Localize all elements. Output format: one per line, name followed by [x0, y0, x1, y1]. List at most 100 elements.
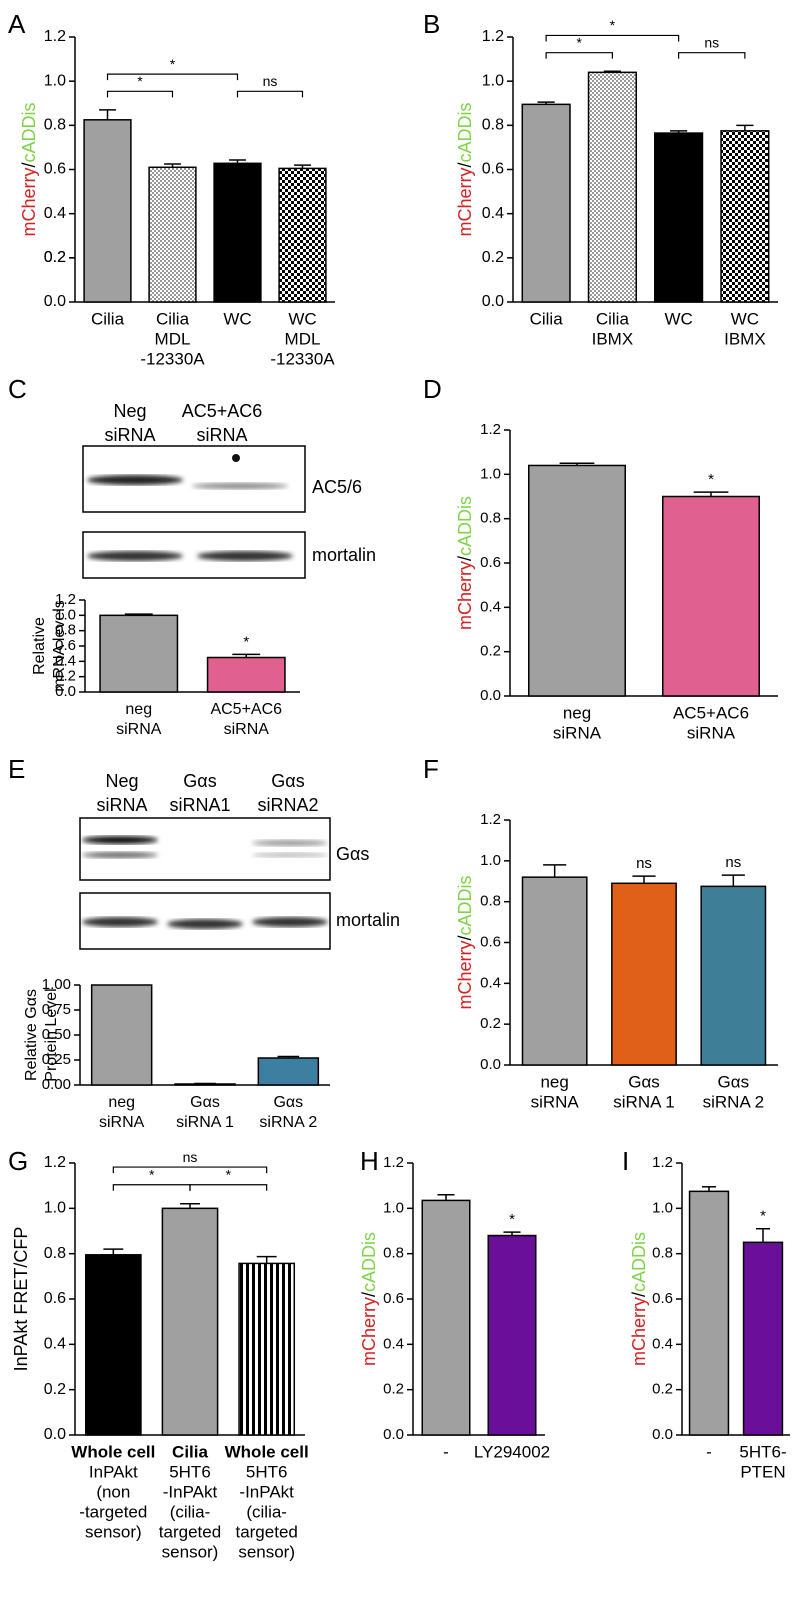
- y-tick-label: 0.2: [55, 668, 76, 685]
- x-tick-label: 5HT6: [169, 1462, 211, 1481]
- lane-label: Gαs: [183, 771, 216, 791]
- lane-label: Neg: [105, 771, 138, 791]
- bar: [611, 882, 677, 1066]
- blot-band: [252, 852, 328, 858]
- x-tick-label: targeted: [235, 1522, 297, 1541]
- significance-label: ns: [704, 34, 719, 50]
- blot-band: [87, 475, 183, 485]
- y-tick-label: 0.2: [44, 249, 66, 266]
- blot-c: Neg siRNA AC5+AC6 siRNA AC5/6 mortalin: [82, 401, 376, 579]
- y-tick-label: 1.2: [480, 421, 501, 438]
- significance-label: *: [137, 73, 143, 89]
- x-tick-label: (non: [96, 1482, 130, 1501]
- x-tick-label: neg: [563, 703, 591, 722]
- y-tick-label: 1.0: [480, 465, 501, 482]
- x-tick-label: -12330A: [140, 349, 205, 368]
- x-tick-label: sensor): [162, 1542, 219, 1561]
- y-axis-label-part: /: [455, 935, 475, 940]
- y-axis-label-part: cADDis: [629, 1232, 649, 1292]
- bar: [238, 1262, 296, 1436]
- y-tick-label: 0.00: [42, 1076, 71, 1093]
- y-tick-label: 0.2: [480, 643, 501, 660]
- blot-band: [167, 919, 243, 929]
- x-tick-label: AC5+AC6: [673, 703, 749, 722]
- chart: B 0.0 0.2 0.4 0.6 0.8 1.0 1.2 mCherry/cADDis Cili…: [423, 9, 778, 348]
- y-tick-label: 1.0: [482, 72, 504, 89]
- x-tick-label: 5HT6-: [739, 1442, 786, 1461]
- x-tick-label: MDL: [155, 329, 191, 348]
- x-tick-label: siRNA: [99, 1114, 145, 1131]
- y-tick-label: 0.6: [55, 637, 76, 654]
- significance-label: *: [610, 17, 616, 33]
- band-label: mortalin: [336, 910, 400, 930]
- y-tick-label: 0.2: [44, 249, 66, 266]
- blot-band: [82, 836, 158, 844]
- chart: D0.00.20.40.60.81.01.2mCherry/cADDisnegs…: [423, 374, 778, 742]
- x-tick-label: Gαs: [628, 1072, 660, 1091]
- y-axis-label-part: cADDis: [359, 1232, 379, 1292]
- bar: [742, 1241, 784, 1436]
- x-tick-label: LY294002: [474, 1442, 550, 1461]
- significance-bracket: [112, 1184, 191, 1191]
- x-tick-label: siRNA: [116, 721, 162, 738]
- y-tick-label: 0.4: [652, 1335, 673, 1352]
- y-tick-label: 0.4: [44, 205, 66, 222]
- y-tick-label: 0.50: [42, 1026, 71, 1043]
- bar: [213, 162, 262, 303]
- lane-label: siRNA: [104, 425, 155, 445]
- x-tick-label: WC: [288, 309, 316, 328]
- y-tick-label: 0.8: [482, 117, 504, 134]
- lane-label: siRNA2: [257, 795, 318, 815]
- y-axis-label-part: cADDis: [19, 102, 39, 162]
- x-tick-label: targeted: [159, 1522, 221, 1541]
- x-tick-label: Whole cell: [71, 1442, 155, 1461]
- y-tick-label: 1.2: [44, 1154, 66, 1171]
- y-tick-label: 1.2: [383, 1154, 404, 1171]
- significance-bracket: [112, 1166, 268, 1174]
- y-axis-label-part: Relative: [31, 617, 48, 675]
- y-axis-label: mCherry/cADDis: [455, 496, 475, 630]
- y-tick-label: 0.4: [482, 205, 504, 222]
- y-tick-label: 0.6: [383, 1290, 404, 1307]
- x-tick-label: siRNA: [687, 723, 736, 742]
- significance-label: ns: [636, 855, 652, 872]
- y-axis-label-part: Relative Gαs: [23, 989, 40, 1081]
- x-tick-label: InPAkt: [89, 1462, 138, 1481]
- bar: [654, 132, 704, 303]
- significance-label: ns: [725, 854, 741, 871]
- significance-bracket: [678, 52, 746, 59]
- y-tick-label: 0.25: [42, 1051, 71, 1068]
- chart: C 0.00.20.40.60.81.01.2 Relative mRNA level…: [8, 374, 300, 738]
- bar: [83, 119, 132, 303]
- x-tick-label: Gαs: [273, 1094, 303, 1111]
- blot-frame: [79, 817, 331, 881]
- bar: [700, 885, 767, 1066]
- y-tick-label: 1.2: [482, 28, 504, 45]
- x-tick-label: sensor): [85, 1522, 142, 1541]
- bar: [528, 464, 626, 697]
- y-tick-label: 1.2: [55, 591, 76, 608]
- lane-label: Neg: [113, 401, 146, 421]
- bar: [521, 103, 571, 303]
- y-axis-label: mCherry/cADDis: [359, 1232, 379, 1366]
- significance-bracket: [106, 90, 174, 98]
- x-tick-label: -: [443, 1442, 449, 1461]
- y-axis-label-part: mCherry: [359, 1297, 379, 1366]
- y-tick-label: 0.2: [480, 1015, 501, 1032]
- y-axis-label-part: mCherry: [19, 168, 39, 237]
- x-tick-label: WC: [664, 309, 692, 328]
- x-tick-label: siRNA: [531, 1092, 580, 1111]
- y-axis-label-part: mCherry: [629, 1297, 649, 1366]
- y-tick-label: 0.4: [480, 974, 501, 991]
- chart: H 0.0 0.2 0.4 0.6 0.8 1.0 1.2 mCherry/cADDis - LY2…: [359, 1146, 550, 1462]
- y-tick-label: 0.6: [480, 933, 501, 950]
- y-tick-label: 1.0: [480, 852, 501, 869]
- y-tick-label: 0.6: [652, 1290, 673, 1307]
- x-tick-label: siRNA: [224, 721, 270, 738]
- y-tick-label: 0.8: [44, 1245, 66, 1262]
- y-tick-label: 1.0: [44, 72, 66, 89]
- bar: [206, 656, 286, 693]
- lane-label: siRNA: [96, 795, 147, 815]
